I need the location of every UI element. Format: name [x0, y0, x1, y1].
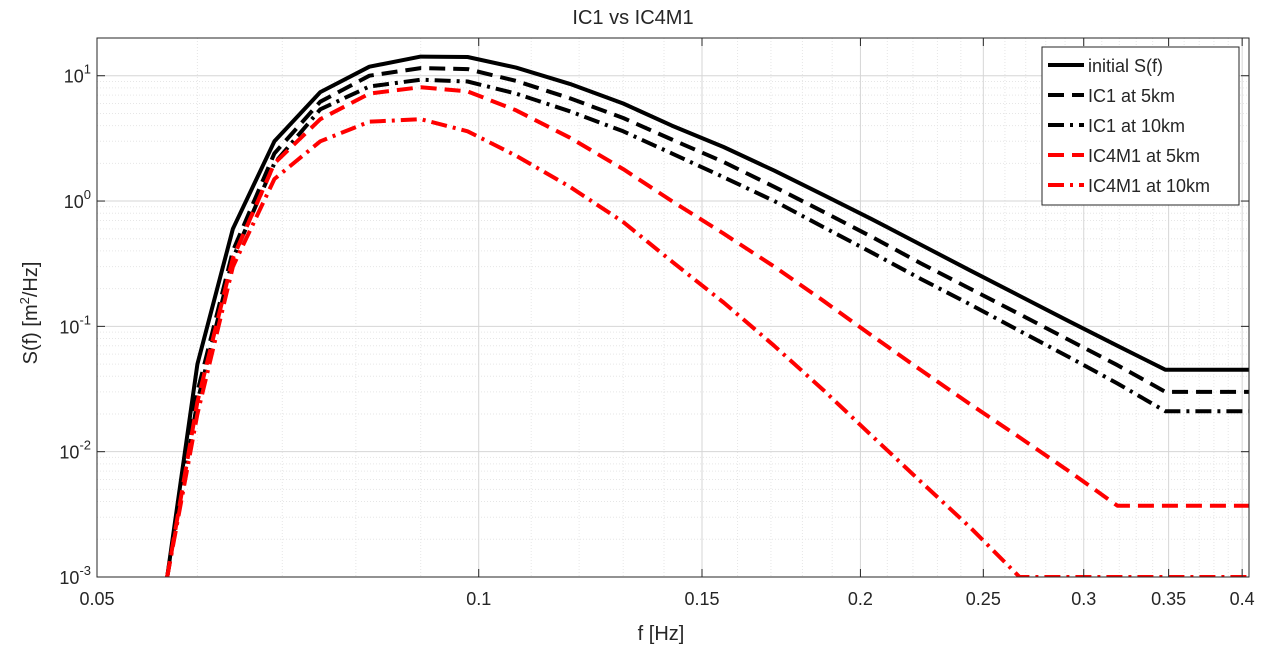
x-tick-label: 0.2 — [848, 589, 873, 609]
series-layer — [165, 54, 1249, 577]
y-tick-exponent: 0 — [84, 187, 91, 202]
x-tick-label: 0.3 — [1071, 589, 1096, 609]
legend-label-4: IC4M1 at 5km — [1088, 146, 1200, 166]
y-tick-label: 10-3 — [59, 563, 91, 588]
y-tick-exponent: -1 — [79, 312, 91, 327]
y-tick-label: 10-1 — [59, 312, 91, 337]
y-axis-label: S(f) [m2/Hz] — [17, 262, 42, 365]
y-tick-base: 10 — [59, 317, 79, 337]
legend: initial S(f) IC1 at 5km IC1 at 10km IC4M1 a… — [1041, 46, 1240, 206]
legend-label-1: initial S(f) — [1088, 56, 1163, 76]
y-tick-exponent: -2 — [79, 438, 91, 453]
series-line-2 — [165, 66, 1249, 577]
series-line-1 — [165, 54, 1249, 577]
legend-label-3: IC1 at 10km — [1088, 116, 1185, 136]
y-tick-base: 10 — [59, 443, 79, 463]
x-tick-label: 0.05 — [79, 589, 114, 609]
y-tick-base: 10 — [64, 67, 84, 87]
series-line-5 — [165, 117, 1249, 577]
chart-title: IC1 vs IC4M1 — [572, 7, 693, 29]
y-axis-label-sup: 2 — [17, 297, 32, 304]
y-tick-base: 10 — [64, 192, 84, 212]
y-tick-label: 10-2 — [59, 438, 91, 463]
y-tick-label: 100 — [64, 187, 91, 212]
y-tick-base: 10 — [59, 568, 79, 588]
y-tick-exponent: -3 — [79, 563, 91, 578]
y-tick-exponent: 1 — [84, 62, 91, 77]
x-tick-label: 0.1 — [466, 589, 491, 609]
series-line-4 — [165, 85, 1249, 577]
y-axis-label-post: /Hz] — [20, 262, 42, 298]
legend-box — [1041, 46, 1240, 206]
series-line-3 — [165, 77, 1249, 577]
legend-label-5: IC4M1 at 10km — [1088, 176, 1210, 196]
legend-label-2: IC1 at 5km — [1088, 86, 1175, 106]
x-tick-label: 0.25 — [966, 589, 1001, 609]
ticks-layer: 0.05 0.1 0.15 0.2 0.25 0.3 0.35 0.410110010-110… — [59, 38, 1255, 609]
axes-box — [96, 37, 1250, 578]
y-axis-label-pre: S(f) [m — [20, 304, 42, 364]
y-tick-label: 101 — [64, 62, 91, 87]
x-tick-label: 0.35 — [1151, 589, 1186, 609]
x-axis-label: f [Hz] — [638, 623, 685, 645]
x-tick-label: 0.15 — [684, 589, 719, 609]
x-tick-label: 0.4 — [1230, 589, 1255, 609]
